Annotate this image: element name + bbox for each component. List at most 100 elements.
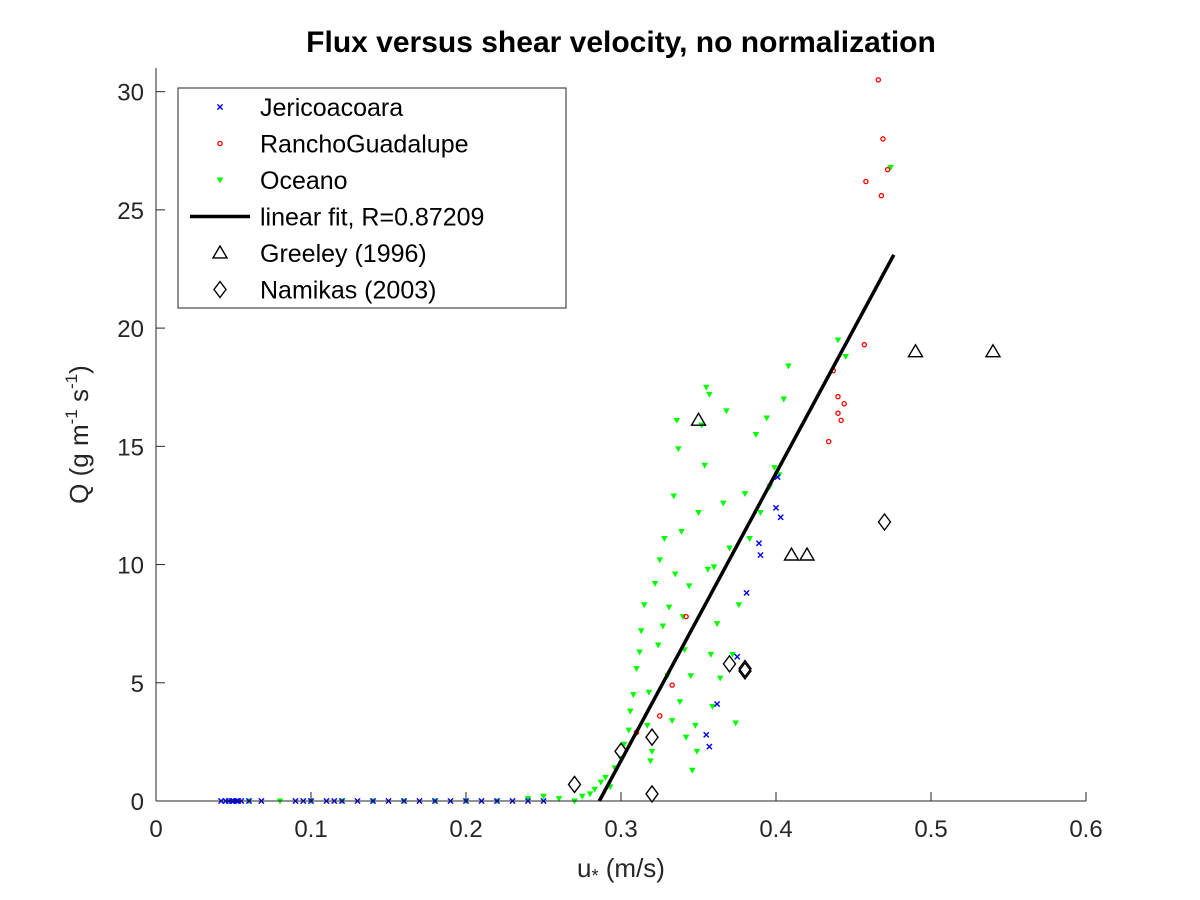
x-axis-label-subscript: *	[592, 866, 599, 886]
legend-marker	[211, 244, 229, 259]
data-point	[567, 775, 582, 794]
y-tick-label: 15	[117, 434, 144, 461]
data-point	[692, 722, 699, 729]
data-point	[656, 557, 664, 564]
data-point	[703, 731, 710, 738]
x-axis-label-main: u	[577, 853, 591, 883]
data-point	[755, 540, 763, 547]
data-point	[706, 743, 713, 750]
data-point	[661, 536, 668, 542]
x-tick-label: 0.3	[604, 816, 637, 843]
data-point	[752, 432, 760, 438]
data-point	[825, 438, 832, 445]
data-point	[907, 343, 924, 358]
legend-marker	[216, 177, 224, 184]
legend-box	[177, 87, 567, 309]
data-point	[645, 784, 659, 804]
y-tick-label: 30	[117, 80, 144, 107]
data-point	[540, 793, 547, 800]
data-point	[726, 545, 733, 552]
data-point	[647, 758, 654, 765]
x-tick-label: 0.2	[449, 816, 482, 843]
data-point	[878, 192, 885, 199]
y-tick-label: 10	[117, 553, 144, 580]
data-point	[668, 718, 676, 725]
data-point	[682, 734, 690, 741]
series-greeley-1996	[690, 343, 1002, 561]
data-point	[670, 493, 677, 500]
legend-label: Greeley (1996)	[260, 240, 427, 268]
data-point	[651, 580, 659, 587]
data-point	[861, 341, 868, 348]
data-point	[720, 500, 727, 507]
legend-marker	[213, 280, 227, 299]
legend-item-oceano: Oceano	[216, 167, 348, 195]
data-point	[707, 651, 715, 658]
legend-label: Jericoacoara	[260, 94, 403, 122]
data-point	[738, 661, 752, 681]
data-point	[633, 666, 640, 673]
data-point	[657, 713, 663, 719]
data-point	[673, 417, 681, 424]
data-point	[757, 510, 764, 516]
data-point	[835, 393, 841, 400]
legend-label: Namikas (2003)	[260, 277, 436, 305]
data-point	[693, 748, 701, 755]
y-axis-label-part-c: )	[64, 365, 94, 374]
data-point	[645, 727, 659, 747]
legend-item-jericoacoara: Jericoacoara	[216, 94, 403, 122]
x-tick-label: 0.5	[914, 816, 947, 843]
data-point	[763, 415, 770, 422]
data-point	[690, 411, 707, 426]
data-point	[785, 363, 792, 370]
data-point	[625, 727, 633, 734]
legend-marker	[216, 103, 224, 111]
data-point	[648, 748, 656, 755]
data-point	[735, 602, 743, 609]
data-point	[591, 786, 598, 793]
data-point	[701, 462, 708, 469]
data-point	[645, 689, 653, 696]
data-point	[723, 408, 730, 415]
data-point	[877, 512, 892, 532]
x-tick-label: 0.4	[759, 816, 792, 843]
y-axis-label-part-a: Q (g m	[64, 424, 94, 503]
data-point	[984, 343, 1002, 358]
x-tick-label: 0.1	[294, 816, 327, 843]
data-layer	[218, 77, 1002, 805]
y-axis-label: Q (g m-1 s-1)	[62, 365, 94, 504]
y-tick-label: 20	[117, 316, 144, 343]
legend: Jericoacoara RanchoGuadalupe Oceano linear …	[177, 87, 567, 309]
data-point	[687, 673, 695, 680]
data-point	[695, 510, 702, 516]
data-point	[738, 659, 752, 678]
data-point	[578, 793, 586, 800]
data-point	[741, 491, 749, 498]
y-tick-label: 25	[117, 198, 144, 225]
data-point	[637, 628, 645, 635]
data-point	[734, 653, 741, 660]
data-point	[689, 767, 696, 774]
legend-label: linear fit, R=0.87209	[260, 204, 484, 232]
data-point	[676, 699, 684, 706]
x-tick-label: 0	[149, 816, 162, 843]
data-point	[704, 566, 712, 573]
data-point	[772, 504, 780, 511]
data-point	[659, 623, 667, 630]
axes-layer: 0 0.1 0.2 0.3 0.4 0.5 0.6 0 5 10 15 20 25 30	[117, 68, 1103, 843]
data-point	[675, 446, 682, 453]
x-tick-label: 0.6	[1069, 816, 1102, 843]
data-point	[777, 514, 784, 521]
data-point	[783, 546, 800, 561]
legend-label: RanchoGuadalupe	[260, 131, 469, 159]
data-point	[710, 564, 718, 571]
data-point	[602, 774, 609, 781]
data-point	[636, 649, 643, 656]
data-point	[729, 651, 736, 658]
data-point	[780, 396, 788, 403]
data-point	[678, 528, 685, 535]
legend-item-linear-fit-r-0-87209: linear fit, R=0.87209	[190, 204, 484, 232]
data-point	[716, 675, 724, 682]
data-point	[842, 353, 850, 360]
data-point	[722, 654, 737, 674]
